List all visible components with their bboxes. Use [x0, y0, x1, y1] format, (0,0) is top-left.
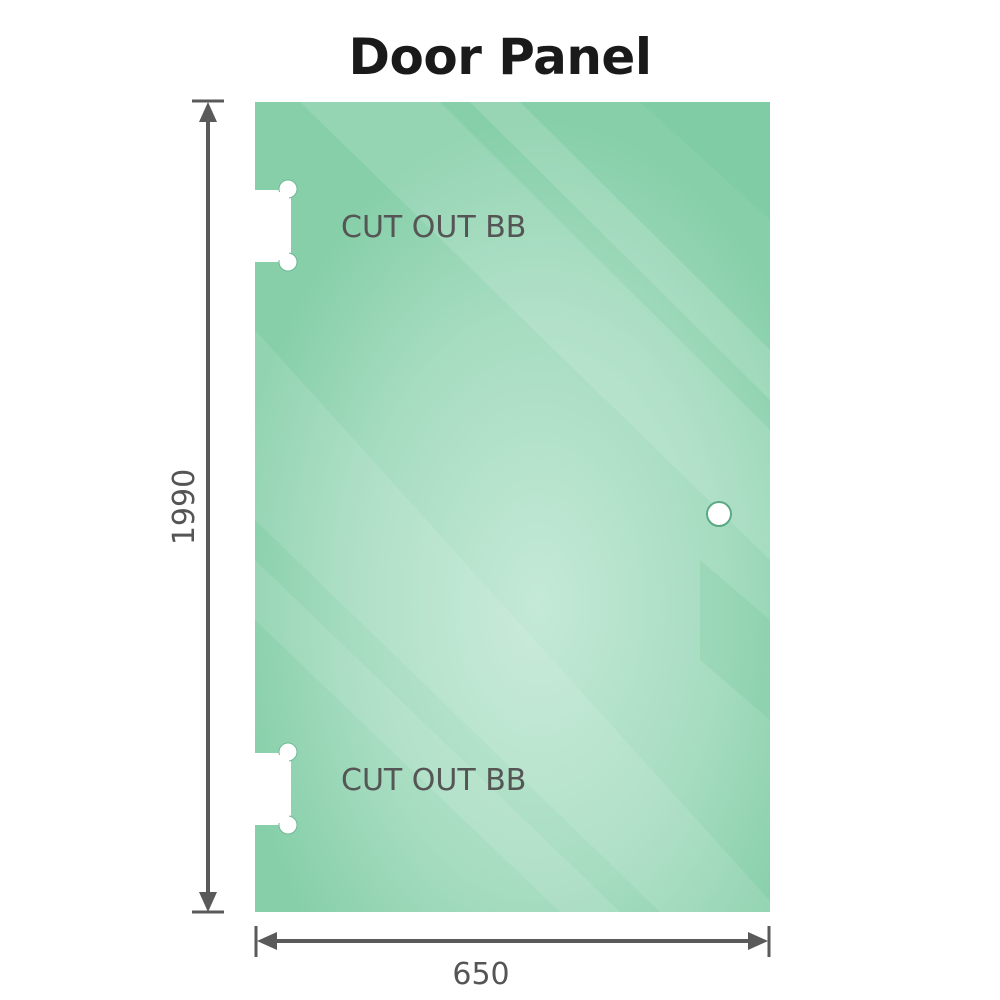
- height-dimension-line: [192, 99, 224, 914]
- cutout-label-top: CUT OUT BB: [341, 210, 526, 245]
- glass-panel: [255, 102, 770, 912]
- cutout-top: [255, 179, 298, 272]
- diagram-title: Door Panel: [348, 28, 652, 86]
- cutout-bottom: [255, 742, 298, 835]
- height-label: 1990: [167, 469, 202, 545]
- handle-hole: [706, 501, 732, 527]
- width-dimension-line: [254, 926, 771, 957]
- cutout-label-bottom: CUT OUT BB: [341, 763, 526, 798]
- width-label: 650: [452, 957, 509, 992]
